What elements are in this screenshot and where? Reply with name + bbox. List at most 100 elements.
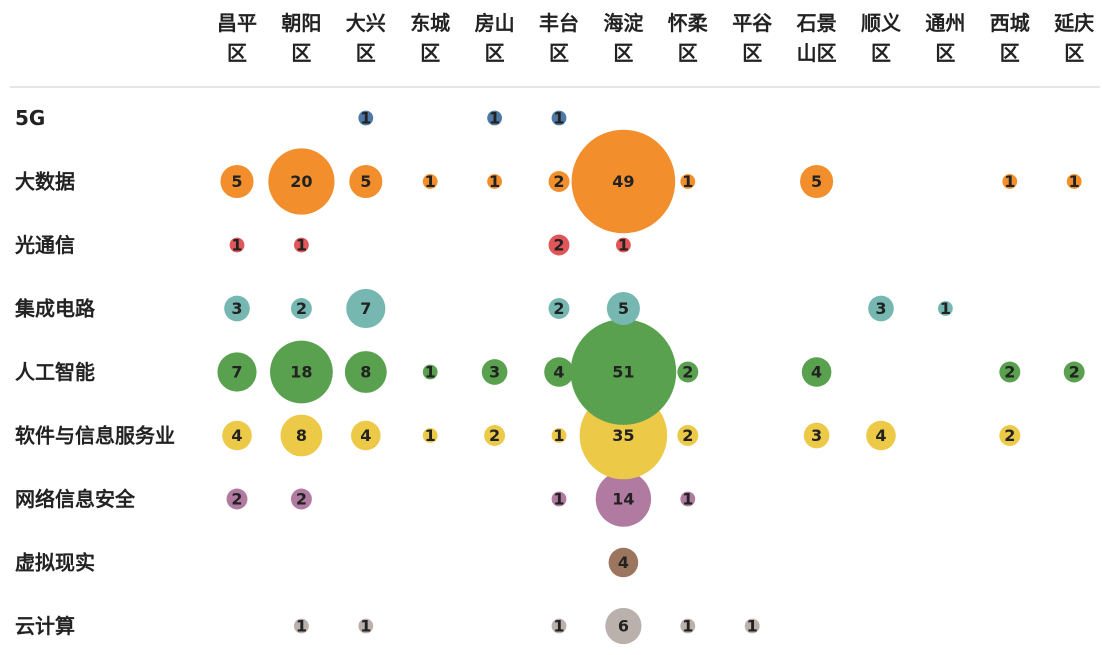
value-label: 1	[296, 617, 307, 636]
bubble	[358, 618, 374, 634]
row-label: 软件与信息服务业	[15, 424, 175, 448]
value-label: 1	[747, 617, 758, 636]
row-label: 人工智能	[15, 360, 95, 384]
bubble	[487, 174, 502, 189]
value-label: 2	[1004, 426, 1015, 445]
bubble	[551, 491, 567, 507]
bubble	[1066, 174, 1082, 189]
value-label: 3	[811, 426, 822, 445]
bubble	[938, 301, 953, 316]
value-label: 1	[1004, 172, 1015, 191]
bubble	[484, 425, 506, 446]
value-label: 6	[618, 617, 629, 636]
value-label: 1	[425, 172, 436, 191]
column-label: 海淀区	[603, 11, 644, 65]
value-label: 1	[425, 363, 436, 382]
bubble	[999, 425, 1021, 446]
bubble	[481, 359, 508, 385]
value-label: 1	[553, 109, 564, 128]
column-label: 丰台区	[539, 11, 579, 65]
row-label: 大数据	[15, 170, 75, 194]
bubble	[268, 148, 335, 215]
row-label: 云计算	[15, 614, 75, 638]
bubble	[616, 237, 631, 253]
value-label: 2	[682, 426, 693, 445]
column-label: 东城区	[410, 11, 451, 65]
bubble	[351, 420, 381, 451]
bubble	[290, 488, 312, 510]
value-label: 1	[940, 299, 951, 318]
bubble	[801, 357, 832, 387]
value-label: 1	[425, 426, 436, 445]
bubble	[544, 357, 574, 387]
bubble	[548, 234, 570, 256]
bubble	[229, 237, 245, 253]
bubble	[422, 428, 438, 443]
value-label: 1	[231, 236, 242, 255]
value-label: 1	[682, 490, 693, 509]
bubble	[680, 174, 696, 189]
value-label: 2	[296, 490, 307, 509]
column-label: 延庆区	[1054, 11, 1095, 65]
value-label: 4	[231, 426, 242, 445]
bubble	[606, 291, 640, 326]
value-label: 4	[360, 426, 371, 445]
bubble	[744, 618, 760, 634]
bubble	[608, 547, 639, 578]
row-label: 5G	[15, 106, 45, 130]
bubble	[548, 298, 570, 319]
value-label: 1	[682, 617, 693, 636]
row-label: 集成电路	[14, 297, 96, 321]
column-label: 大兴区	[345, 11, 386, 65]
value-label: 2	[1004, 363, 1015, 382]
column-label: 房山区	[474, 11, 515, 65]
bubble	[422, 364, 438, 380]
bubble	[551, 428, 567, 443]
bubble	[800, 164, 834, 199]
value-label: 2	[682, 363, 693, 382]
value-label: 7	[360, 299, 371, 318]
bubble	[294, 237, 309, 253]
bubble	[1063, 361, 1085, 383]
bubble	[280, 414, 323, 457]
value-label: 1	[1069, 172, 1080, 191]
bubble	[548, 171, 570, 192]
column-label: 平谷区	[732, 11, 773, 65]
value-label: 1	[360, 109, 371, 128]
value-label: 8	[360, 363, 371, 382]
bubble	[551, 110, 567, 126]
value-label: 1	[489, 172, 500, 191]
value-label: 1	[553, 490, 564, 509]
bubble	[344, 351, 387, 393]
column-label: 昌平区	[217, 11, 257, 65]
column-label: 顺义区	[861, 11, 901, 65]
bubble	[570, 319, 677, 425]
row-label: 网络信息安全	[15, 487, 136, 511]
value-label: 2	[1069, 363, 1080, 382]
bubble	[680, 491, 696, 507]
bubble	[677, 425, 699, 446]
value-label: 35	[612, 426, 634, 445]
value-label: 5	[618, 299, 629, 318]
bubble	[571, 129, 676, 234]
bubble	[999, 361, 1021, 383]
bubble	[226, 488, 248, 510]
value-label: 7	[231, 363, 242, 382]
value-label: 5	[360, 172, 371, 191]
value-label: 3	[875, 299, 886, 318]
bubble	[222, 420, 252, 451]
value-label: 51	[612, 363, 634, 382]
value-label: 49	[612, 172, 634, 191]
row-label: 虚拟现实	[15, 551, 95, 575]
value-label: 20	[290, 172, 312, 191]
value-label: 4	[553, 363, 564, 382]
value-label: 2	[553, 172, 564, 191]
bubble	[595, 471, 652, 527]
row-label: 光通信	[14, 233, 75, 257]
bubble	[1002, 174, 1018, 189]
value-label: 1	[489, 109, 500, 128]
value-label: 1	[618, 236, 629, 255]
value-label: 3	[231, 299, 242, 318]
